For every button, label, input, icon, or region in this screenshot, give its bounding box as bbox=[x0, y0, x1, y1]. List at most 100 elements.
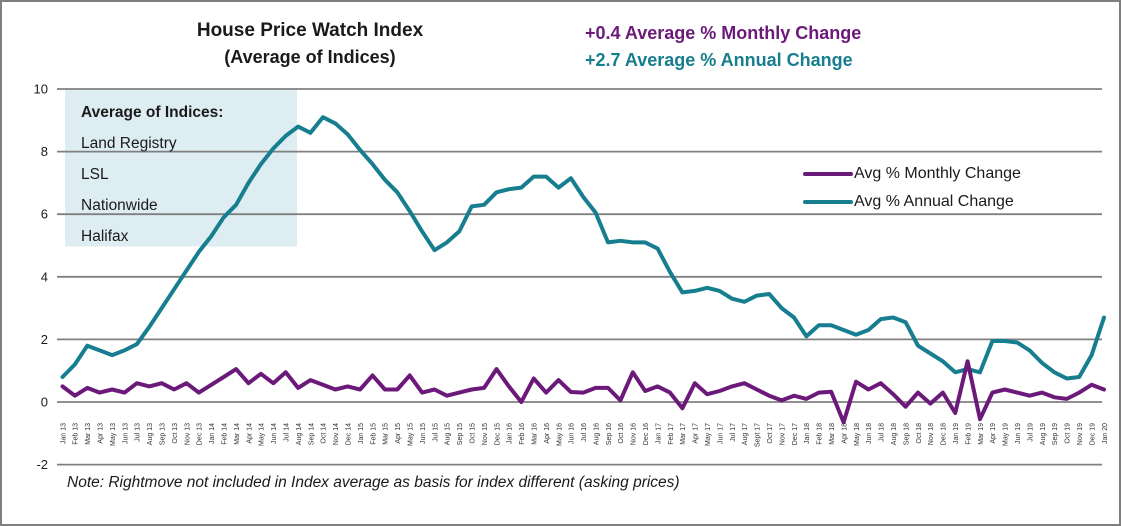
x-tick-label: Mar 19 bbox=[978, 423, 985, 445]
x-tick-label: Feb 16 bbox=[519, 423, 526, 445]
x-tick-label: Sep 18 bbox=[903, 423, 910, 445]
x-tick-label: Nov 14 bbox=[333, 423, 340, 445]
x-tick-label: Mar 14 bbox=[234, 423, 241, 445]
x-tick-label: Dec 19 bbox=[1089, 423, 1096, 445]
x-tick-label: Apr 15 bbox=[395, 423, 402, 444]
x-tick-label: Dec 13 bbox=[197, 423, 204, 445]
indices-box-item: Halifax bbox=[81, 228, 129, 245]
x-tick-label: Aug 14 bbox=[296, 423, 303, 445]
chart-title-line2: (Average of Indices) bbox=[224, 47, 396, 67]
x-tick-label: Jun 19 bbox=[1015, 423, 1022, 444]
x-tick-label: Jan 18 bbox=[804, 423, 811, 444]
x-tick-label: Oct 15 bbox=[469, 423, 476, 444]
x-tick-label: Jun 17 bbox=[717, 423, 724, 444]
x-tick-label: Oct 13 bbox=[172, 423, 179, 444]
x-tick-label: Sep 14 bbox=[308, 423, 315, 445]
x-tick-label: Sep 15 bbox=[457, 423, 464, 445]
x-tick-label: Dec 17 bbox=[792, 423, 799, 445]
x-tick-label: Jul 17 bbox=[730, 423, 737, 442]
stat-annual-change: +2.7 Average % Annual Change bbox=[585, 50, 853, 70]
y-tick-label: 0 bbox=[41, 395, 48, 410]
x-tick-label: Mar 15 bbox=[383, 423, 390, 445]
x-tick-label: Feb 13 bbox=[73, 423, 80, 445]
x-tick-label: Feb 19 bbox=[965, 423, 972, 445]
x-tick-label: May 19 bbox=[1003, 423, 1010, 446]
indices-box-item: Nationwide bbox=[81, 197, 158, 214]
legend-swatch-annual bbox=[803, 200, 853, 204]
indices-box: Average of Indices: Land Registry LSL Na… bbox=[81, 97, 223, 252]
x-tick-label: Jan 17 bbox=[655, 423, 662, 444]
x-tick-label: Sep 13 bbox=[159, 423, 166, 445]
x-tick-label: Sep 16 bbox=[606, 423, 613, 445]
x-tick-label: Aug 13 bbox=[147, 423, 154, 445]
x-tick-label: Jan 19 bbox=[953, 423, 960, 444]
x-tick-label: Dec 16 bbox=[643, 423, 650, 445]
indices-box-item: Land Registry bbox=[81, 135, 177, 152]
legend-label-annual: Avg % Annual Change bbox=[854, 193, 1014, 210]
x-tick-label: May 18 bbox=[854, 423, 861, 446]
series-line-monthly bbox=[60, 359, 1106, 425]
x-tick-label: Jan 13 bbox=[60, 423, 67, 444]
x-tick-label: May 13 bbox=[110, 423, 117, 446]
x-tick-label: May 16 bbox=[556, 423, 563, 446]
x-tick-label: Apr 17 bbox=[693, 423, 700, 444]
x-tick-label: Dec 14 bbox=[345, 423, 352, 445]
x-tick-label: Aug 17 bbox=[742, 423, 749, 445]
stat-monthly-change: +0.4 Average % Monthly Change bbox=[585, 23, 862, 43]
x-tick-label: Oct 17 bbox=[767, 423, 774, 444]
x-tick-label: Mar 16 bbox=[531, 423, 538, 445]
x-tick-label: Aug 15 bbox=[445, 423, 452, 445]
legend-swatch-monthly bbox=[803, 172, 853, 176]
x-tick-label: Dec 18 bbox=[941, 423, 948, 445]
indices-box-item: LSL bbox=[81, 166, 109, 183]
indices-box-heading: Average of Indices: bbox=[81, 104, 224, 121]
x-tick-label: Feb 15 bbox=[370, 423, 377, 445]
x-tick-label: May 15 bbox=[407, 423, 414, 446]
x-tick-label: Jun 15 bbox=[420, 423, 427, 444]
x-tick-label: Jun 16 bbox=[569, 423, 576, 444]
x-tick-label: Jun 13 bbox=[122, 423, 129, 444]
x-tick-label: Jul 15 bbox=[432, 423, 439, 442]
x-tick-label: Jan 15 bbox=[358, 423, 365, 444]
x-tick-label: Oct 19 bbox=[1065, 423, 1072, 444]
x-tick-label: Feb 14 bbox=[221, 423, 228, 445]
x-tick-label: Apr 14 bbox=[246, 423, 253, 444]
x-tick-label: Apr 18 bbox=[841, 423, 848, 444]
x-tick-label: Aug 19 bbox=[1040, 423, 1047, 445]
chart-legend: Avg % Monthly Change Avg % Annual Change bbox=[803, 160, 1021, 216]
legend-item-annual: Avg % Annual Change bbox=[803, 188, 1021, 216]
x-tick-label: Feb 18 bbox=[817, 423, 824, 445]
x-tick-label: Oct 14 bbox=[321, 423, 328, 444]
x-tick-label: Oct 18 bbox=[916, 423, 923, 444]
x-tick-label: Jan 16 bbox=[507, 423, 514, 444]
x-tick-label: May 14 bbox=[259, 423, 266, 446]
x-tick-label: Jul 16 bbox=[581, 423, 588, 442]
chart-title-line1: House Price Watch Index bbox=[196, 20, 424, 41]
y-tick-label: 8 bbox=[41, 144, 48, 159]
x-tick-label: Mar 17 bbox=[680, 423, 687, 445]
series-line-annual bbox=[60, 115, 1106, 381]
x-tick-label: Apr 16 bbox=[544, 423, 551, 444]
x-tick-label: Nov 13 bbox=[184, 423, 191, 445]
x-tick-label: Nov 15 bbox=[482, 423, 489, 445]
x-tick-label: Jun 14 bbox=[271, 423, 278, 444]
x-tick-label: Sept 17 bbox=[755, 423, 762, 447]
x-tick-label: Mar 13 bbox=[85, 423, 92, 445]
x-tick-label: Apr 13 bbox=[97, 423, 104, 444]
x-tick-label: Apr 19 bbox=[990, 423, 997, 444]
x-tick-label: Jul 19 bbox=[1027, 423, 1034, 442]
x-tick-label: Dec 15 bbox=[494, 423, 501, 445]
x-tick-label: Nov 19 bbox=[1077, 423, 1084, 445]
y-tick-label: 4 bbox=[41, 269, 48, 284]
y-tick-label: 10 bbox=[34, 82, 48, 97]
x-tick-label: Aug 18 bbox=[891, 423, 898, 445]
x-tick-label: Jul 14 bbox=[283, 423, 290, 442]
y-tick-label: 2 bbox=[41, 332, 48, 347]
y-tick-label: -2 bbox=[36, 457, 48, 472]
footnote: Note: Rightmove not included in Index av… bbox=[67, 474, 680, 491]
x-tick-label: Jan 14 bbox=[209, 423, 216, 444]
x-tick-label: Mar 18 bbox=[829, 423, 836, 445]
x-tick-label: May 17 bbox=[705, 423, 712, 446]
x-tick-label: Nov 16 bbox=[631, 423, 638, 445]
